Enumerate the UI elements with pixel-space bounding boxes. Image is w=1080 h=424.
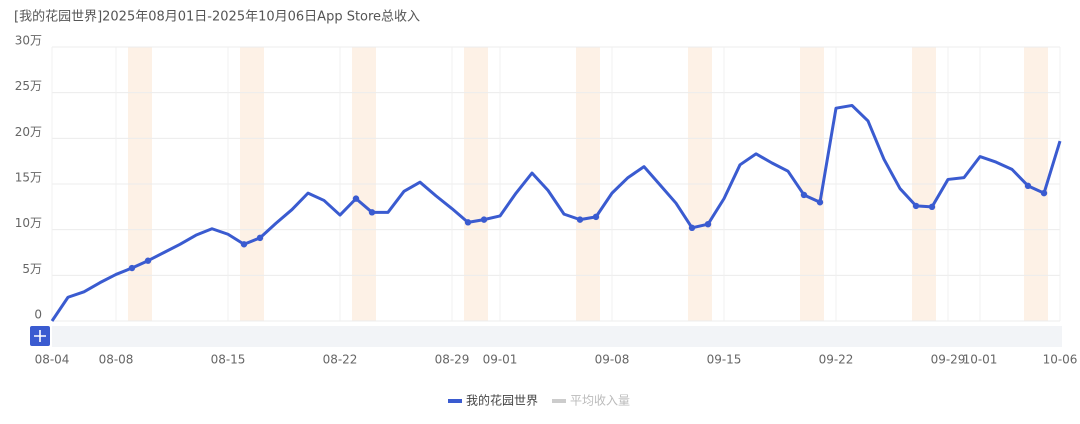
- point: [464, 219, 472, 226]
- point: [912, 202, 920, 210]
- point: [480, 216, 488, 223]
- point: [800, 191, 808, 199]
- point: [688, 224, 696, 232]
- legend-label: 我的花园世界: [466, 393, 538, 408]
- point: [928, 203, 936, 211]
- x-tick-label: 09-15: [707, 353, 742, 367]
- y-tick-label: 30万: [15, 34, 42, 48]
- x-tick-label: 09-22: [819, 353, 854, 367]
- y-tick-label: 5万: [22, 262, 42, 276]
- legend-swatch: [552, 399, 566, 403]
- point: [1024, 182, 1032, 190]
- y-tick-label: 10万: [15, 216, 42, 230]
- y-tick-label: 15万: [15, 171, 42, 185]
- point: [256, 234, 264, 242]
- x-tick-label: 10-06: [1043, 353, 1078, 367]
- x-tick-label: 08-04: [35, 353, 70, 367]
- x-tick-label: 08-08: [99, 353, 134, 367]
- y-tick-label: 0: [34, 308, 42, 322]
- background: [51, 46, 1061, 322]
- chart-title: [我的花园世界]2025年08月01日-2025年10月06日App Store…: [14, 9, 420, 25]
- y-tick-label: 20万: [15, 125, 42, 139]
- legend-swatch: [448, 399, 462, 403]
- point: [592, 213, 600, 221]
- legend-label: 平均收入量: [570, 394, 630, 408]
- x-tick-label: 10-01: [963, 353, 998, 367]
- x-tick-label: 08-22: [323, 353, 358, 367]
- x-tick-label: 09-08: [595, 353, 630, 367]
- point: [704, 220, 712, 228]
- x-tick-label: 08-29: [435, 353, 470, 367]
- series-line: [50, 103, 1062, 322]
- point: [144, 257, 152, 264]
- zoom-slider[interactable]: [52, 326, 1062, 347]
- plus-icon: [34, 330, 46, 342]
- point: [240, 241, 248, 248]
- x-tick-label: 09-29: [931, 353, 966, 367]
- point: [576, 216, 584, 223]
- point: [352, 195, 360, 202]
- point: [1040, 189, 1048, 197]
- point: [816, 199, 824, 206]
- x-tick-label: 09-01: [483, 353, 518, 367]
- x-tick-label: 08-15: [211, 353, 246, 367]
- y-tick-label: 25万: [15, 79, 42, 93]
- point: [128, 264, 136, 272]
- point: [368, 209, 376, 216]
